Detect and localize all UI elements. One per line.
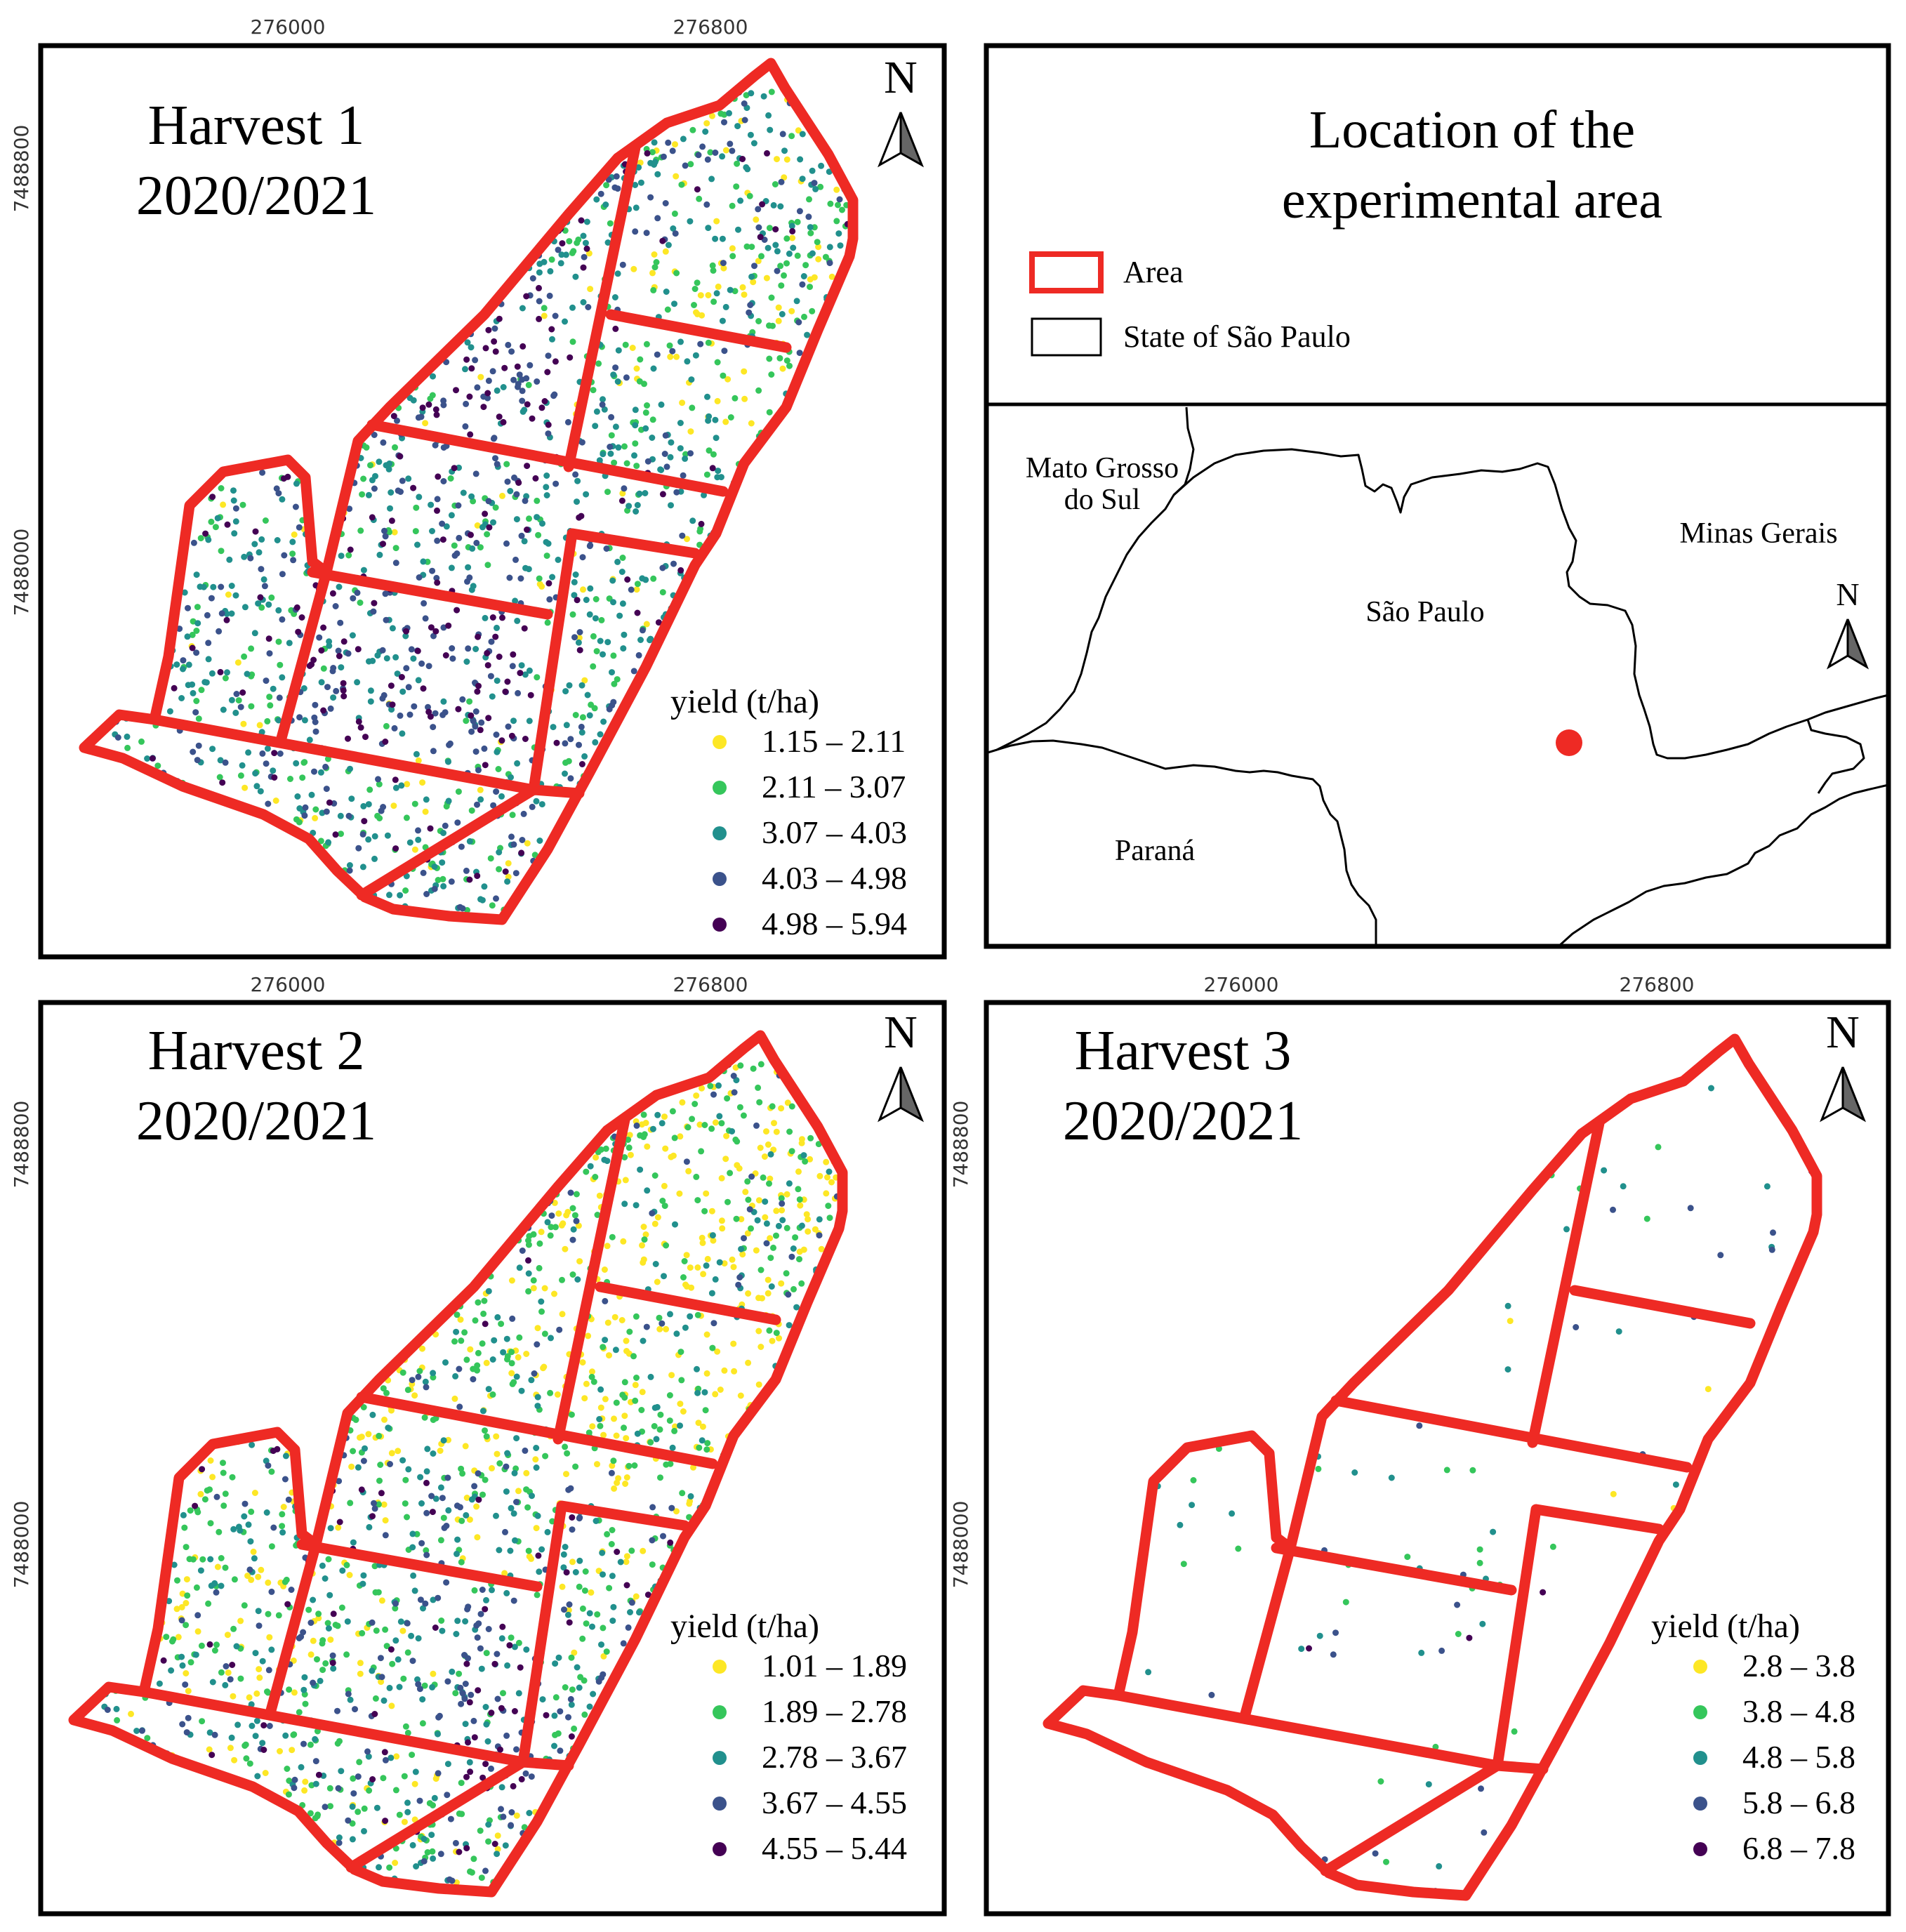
legend-state-swatch bbox=[1031, 317, 1102, 357]
legend-class-5: 4.55 – 5.44 bbox=[762, 1830, 907, 1866]
legend-class-1: 1.15 – 2.11 bbox=[762, 723, 906, 759]
panel-harvest-1: 276000 276800 7488800 7488000 Harvest 1 … bbox=[10, 15, 947, 960]
y-tick-7488000: 7488000 bbox=[10, 529, 33, 616]
legend-class-1: 2.8 – 3.8 bbox=[1742, 1648, 1855, 1683]
location-frame bbox=[984, 43, 1891, 949]
legend-harvest-2: yield (t/ha)1.01 – 1.89 1.89 – 2.78 2.78 –… bbox=[670, 1608, 907, 1866]
state-borders-map bbox=[987, 406, 1889, 948]
legend-class-2: 1.89 – 2.78 bbox=[762, 1693, 907, 1729]
legend-class-5: 6.8 – 7.8 bbox=[1742, 1830, 1855, 1866]
x-tick-276000: 276000 bbox=[251, 15, 326, 39]
legend-class-3: 4.8 – 5.8 bbox=[1742, 1739, 1855, 1775]
legend-swatch-2 bbox=[713, 781, 727, 795]
legend-class-2: 3.8 – 4.8 bbox=[1742, 1693, 1855, 1729]
legend-swatch-4 bbox=[1693, 1797, 1707, 1811]
legend-swatch-1 bbox=[713, 735, 727, 749]
field-map-harvest-1 bbox=[79, 58, 859, 925]
sp-coastline bbox=[1557, 783, 1889, 948]
north-arrow-icon: N bbox=[1820, 1007, 1866, 1123]
legend-swatch-2 bbox=[713, 1705, 727, 1719]
state-label-pr: Paraná bbox=[1115, 835, 1196, 867]
y-tick-7488800: 7488800 bbox=[10, 125, 33, 213]
state-label-ms-1: Mato Grosso bbox=[1026, 452, 1179, 484]
legend-area-swatch bbox=[1029, 251, 1104, 293]
legend-title: yield (t/ha) bbox=[1651, 1608, 1800, 1645]
panel-location: Location of the experimental area Area S… bbox=[984, 43, 1891, 949]
legend-title: yield (t/ha) bbox=[670, 683, 819, 720]
north-label: N bbox=[884, 1007, 918, 1058]
harvest-2-season: 2020/2021 bbox=[136, 1090, 376, 1152]
x-tick-276800: 276800 bbox=[673, 15, 748, 39]
sp-mg-rj-border bbox=[1806, 719, 1865, 794]
x-tick-276800: 276800 bbox=[1620, 973, 1695, 996]
panel-harvest-2: 276000 276800 7488800 7488000 Harvest 2 … bbox=[10, 973, 947, 1917]
field-map-harvest-2 bbox=[68, 1030, 848, 1898]
legend-swatch-3 bbox=[1693, 1751, 1707, 1765]
north-label: N bbox=[1826, 1007, 1860, 1058]
legend-harvest-1: yield (t/ha)1.15 – 2.11 2.11 – 3.07 3.07 –… bbox=[670, 683, 907, 941]
legend-area-label: Area bbox=[1123, 255, 1184, 289]
x-tick-276000: 276000 bbox=[251, 973, 326, 996]
legend-class-3: 3.07 – 4.03 bbox=[762, 814, 907, 850]
location-title: Location of the bbox=[1309, 100, 1635, 159]
field-boundary bbox=[79, 58, 859, 925]
state-label-sp: São Paulo bbox=[1365, 596, 1484, 628]
harvest-3-season: 2020/2021 bbox=[1063, 1090, 1303, 1152]
sp-northern-border bbox=[1173, 448, 1889, 760]
x-tick-276000: 276000 bbox=[1204, 973, 1279, 996]
state-label-ms-2: do Sul bbox=[1064, 484, 1141, 516]
north-arrow-icon: N bbox=[878, 1007, 924, 1123]
north-arrow-icon: N bbox=[1826, 576, 1869, 670]
legend-swatch-4 bbox=[713, 1797, 727, 1811]
north-label: N bbox=[1836, 576, 1859, 612]
legend-swatch-2 bbox=[1693, 1705, 1707, 1719]
state-label-mg: Minas Gerais bbox=[1679, 517, 1837, 550]
legend-harvest-3: yield (t/ha)2.8 – 3.8 3.8 – 4.8 4.8 – 5.8 5… bbox=[1651, 1608, 1855, 1866]
experimental-area-marker bbox=[1556, 729, 1582, 756]
yield-class-1-points bbox=[1507, 1318, 1712, 1511]
legend-swatch-3 bbox=[713, 1751, 727, 1765]
harvest-1-title: Harvest 1 bbox=[148, 95, 365, 157]
y-tick-7488800: 7488800 bbox=[10, 1101, 33, 1189]
legend-title: yield (t/ha) bbox=[670, 1608, 819, 1645]
ms-sp-border bbox=[987, 406, 1195, 754]
y-tick-7488800: 7488800 bbox=[949, 1101, 972, 1189]
legend-swatch-3 bbox=[713, 826, 727, 840]
legend-swatch-1 bbox=[713, 1660, 727, 1674]
harvest-1-season: 2020/2021 bbox=[136, 165, 376, 227]
location-subtitle: experimental area bbox=[1282, 171, 1662, 230]
legend-swatch-1 bbox=[1693, 1660, 1707, 1674]
legend-class-2: 2.11 – 3.07 bbox=[762, 769, 906, 805]
legend-class-5: 4.98 – 5.94 bbox=[762, 906, 907, 941]
field-boundary bbox=[1043, 1033, 1822, 1901]
legend-swatch-5 bbox=[713, 1842, 727, 1856]
legend-class-3: 2.78 – 3.67 bbox=[762, 1739, 907, 1775]
legend-class-1: 1.01 – 1.89 bbox=[762, 1648, 907, 1683]
harvest-2-title: Harvest 2 bbox=[148, 1020, 365, 1082]
legend-swatch-5 bbox=[713, 918, 727, 932]
legend-swatch-5 bbox=[1693, 1842, 1707, 1856]
sp-pr-border bbox=[987, 739, 1377, 946]
y-tick-7488000: 7488000 bbox=[10, 1501, 33, 1589]
legend-class-4: 4.03 – 4.98 bbox=[762, 860, 907, 896]
legend-swatch-4 bbox=[713, 872, 727, 886]
harvest-3-title: Harvest 3 bbox=[1075, 1020, 1292, 1082]
legend-state-label: State of São Paulo bbox=[1123, 319, 1351, 354]
legend-class-4: 3.67 – 4.55 bbox=[762, 1785, 907, 1820]
legend-class-4: 5.8 – 6.8 bbox=[1742, 1785, 1855, 1820]
north-arrow-icon: N bbox=[878, 52, 924, 168]
y-tick-7488000: 7488000 bbox=[949, 1501, 972, 1589]
x-tick-276800: 276800 bbox=[673, 973, 748, 996]
panel-harvest-3: 276000 276800 7488800 7488000 Harvest 3 … bbox=[949, 973, 1891, 1917]
field-boundary bbox=[68, 1030, 848, 1898]
north-label: N bbox=[884, 52, 918, 103]
field-map-harvest-3 bbox=[1043, 1033, 1822, 1901]
